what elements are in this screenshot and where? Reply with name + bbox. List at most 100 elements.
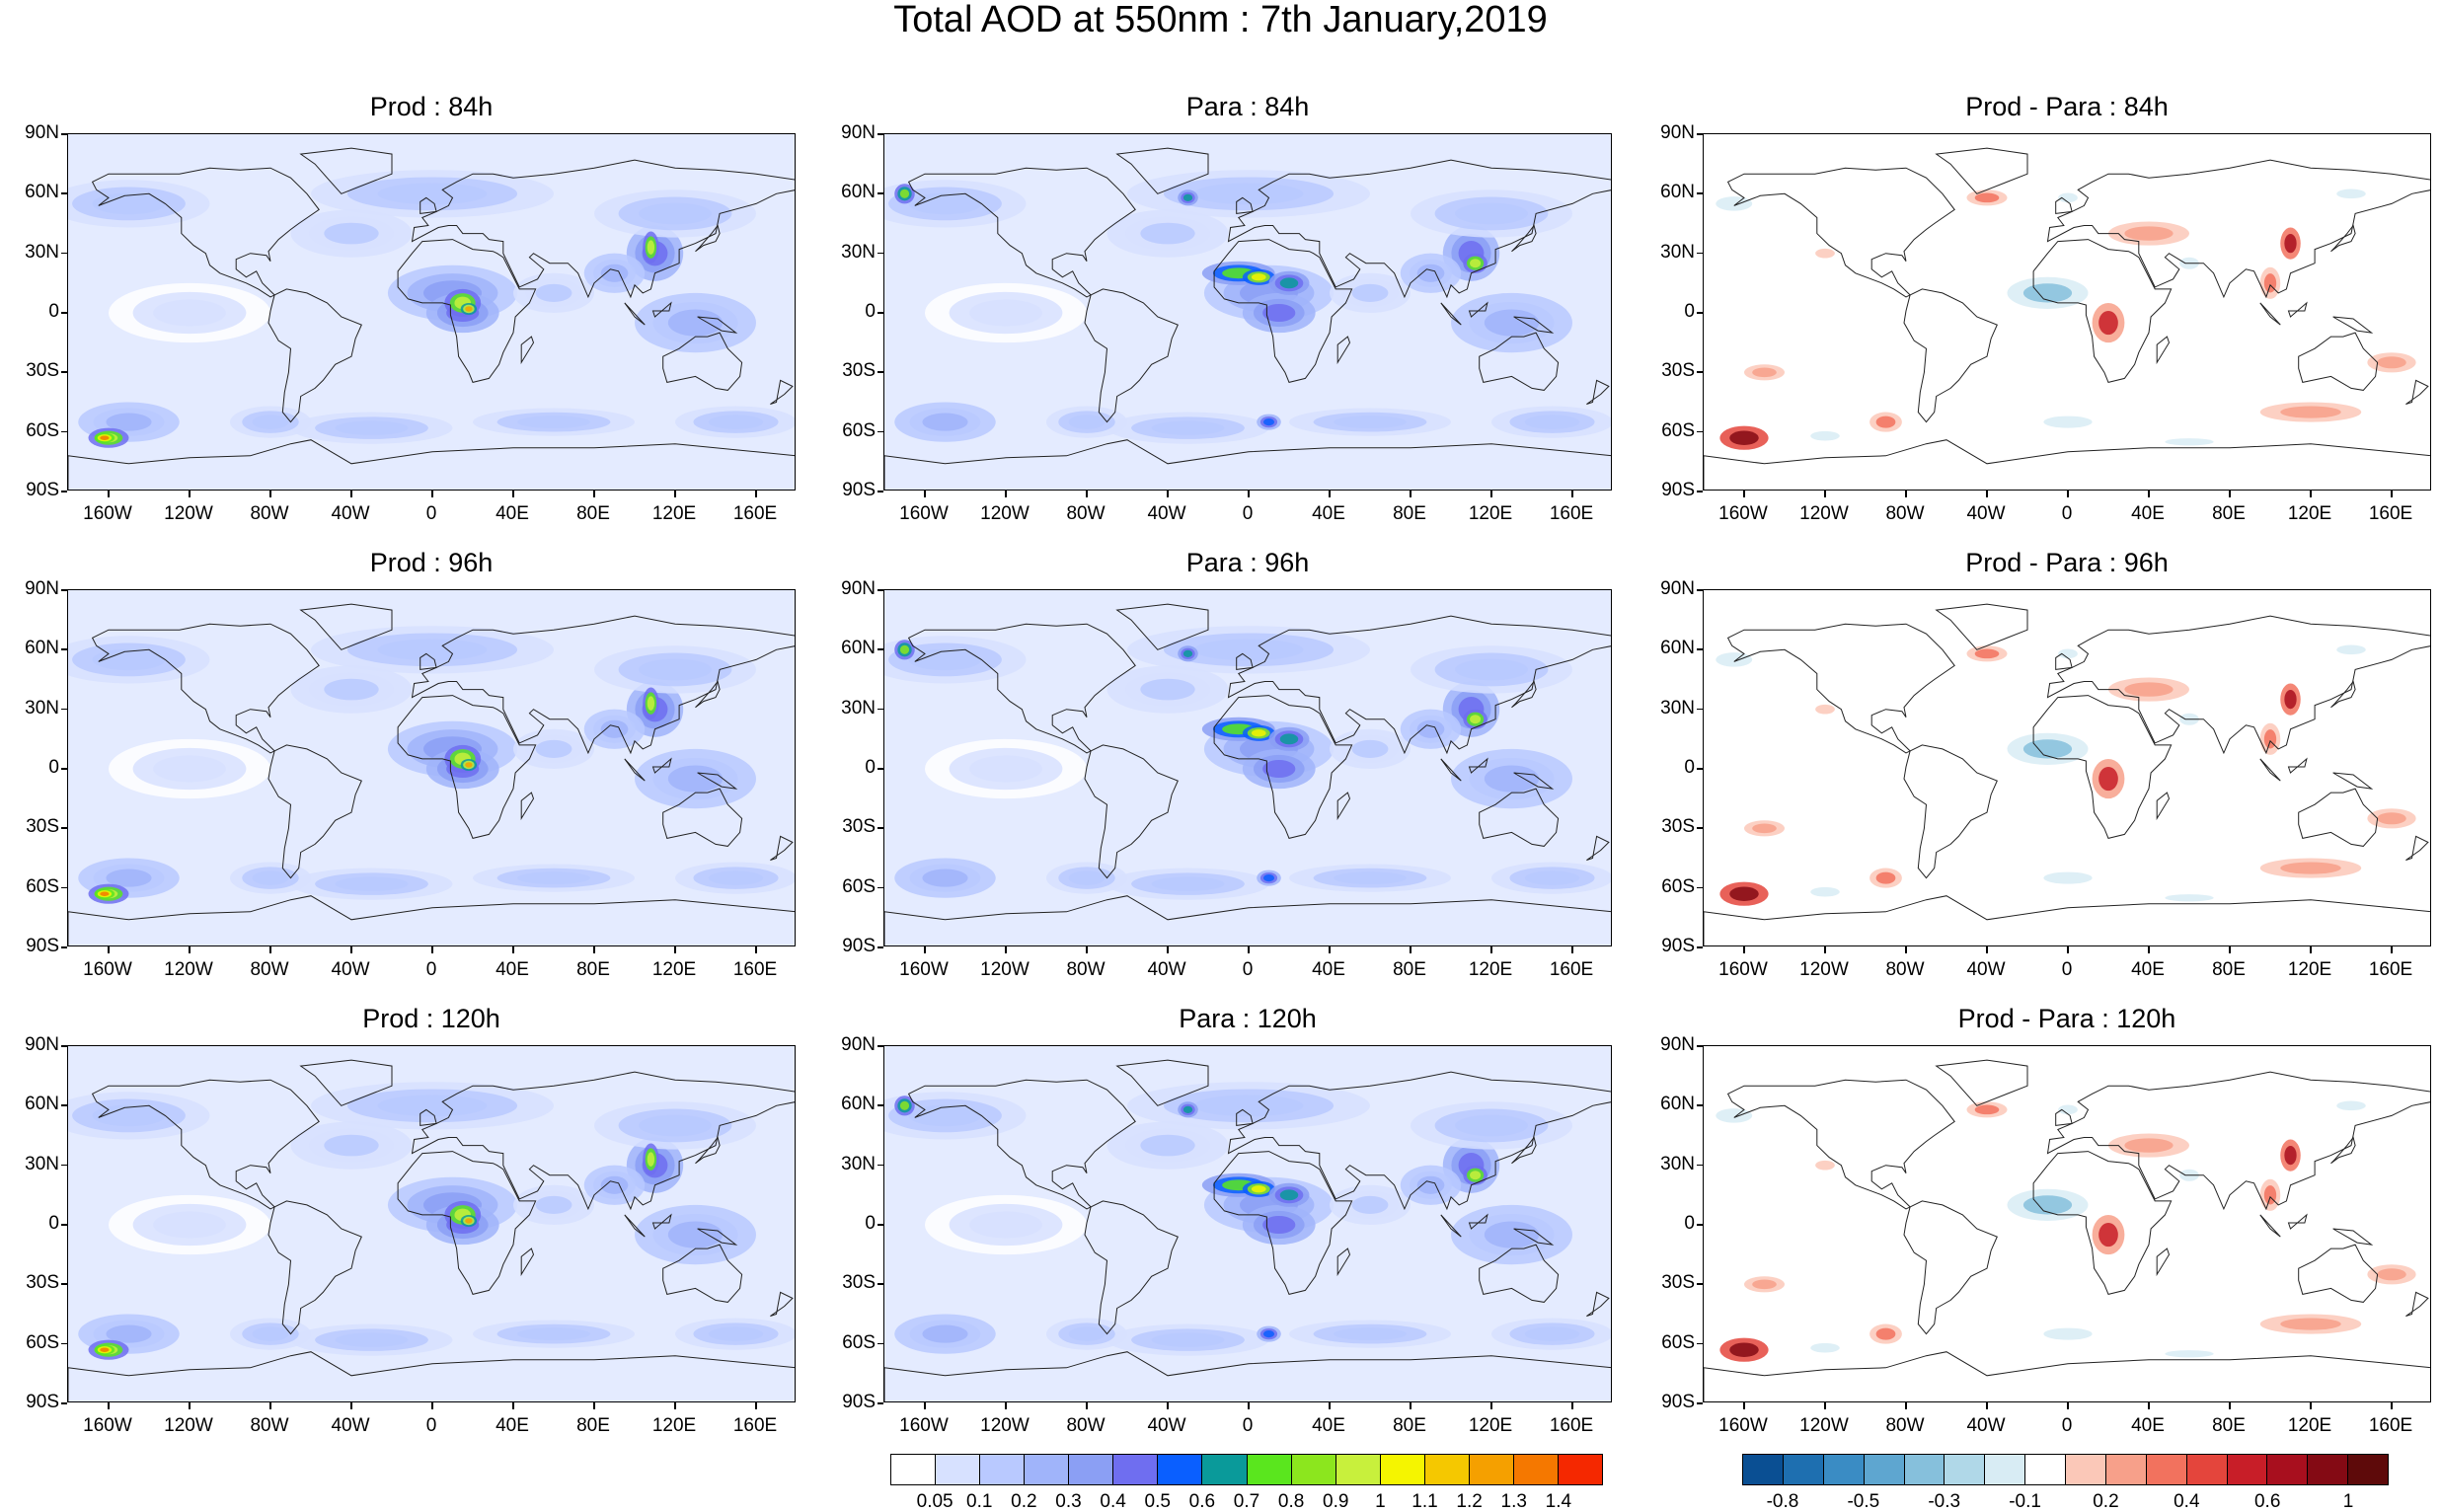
coastline (420, 1108, 437, 1126)
lon-tick-label: 40E (2131, 503, 2165, 524)
field-contour (535, 739, 572, 758)
coastline (1213, 239, 1353, 383)
aod-field (68, 170, 795, 448)
lon-tick (1005, 491, 1007, 497)
coastline (1935, 147, 2028, 194)
field-contour (2377, 356, 2406, 369)
lon-tick-label: 120W (980, 503, 1030, 524)
field-contour (1251, 1185, 1266, 1193)
lat-tick (877, 192, 883, 194)
colorbar-label: -0.1 (2009, 1491, 2041, 1512)
lon-tick (1329, 491, 1331, 497)
lon-tick-label: 120E (651, 959, 697, 980)
colorbar-label: -0.3 (1928, 1491, 1961, 1512)
coastline (1115, 1059, 1209, 1106)
lon-tick (2148, 946, 2150, 953)
lat-tick (1697, 192, 1703, 194)
field-contour (1974, 648, 2000, 659)
lon-tick-label: 160E (1549, 959, 1594, 980)
lon-tick (2310, 946, 2312, 953)
lon-tick-label: 160E (732, 503, 778, 524)
field-contour (100, 1347, 110, 1352)
lon-tick-label: 120W (980, 1415, 1030, 1436)
lon-tick-label: 80E (1393, 1415, 1426, 1436)
lat-tick-label: 60N (1660, 638, 1695, 659)
lon-tick (1743, 491, 1745, 497)
lat-tick (877, 371, 883, 373)
field-contour (1416, 1175, 1445, 1194)
field-contour (252, 415, 289, 429)
lon-tick-label: 80E (1393, 959, 1426, 980)
field-contour (1752, 1279, 1777, 1290)
coastline (1227, 1071, 1611, 1211)
coastline (1468, 757, 1488, 774)
lat-tick (61, 827, 67, 829)
lat-tick (1697, 312, 1703, 314)
coastline (695, 224, 721, 253)
field-contour (2058, 1104, 2078, 1115)
field-contour (2280, 862, 2341, 874)
lon-tick (1167, 946, 1169, 953)
lon-tick (674, 491, 676, 497)
lon-tick (108, 1402, 110, 1409)
lon-tick (2067, 946, 2069, 953)
panel-title: Prod - Para : 120h (1957, 1004, 2176, 1033)
lon-tick-label: 80W (250, 1415, 289, 1436)
lon-tick (350, 946, 352, 953)
panel-para-120h: Para : 120h 90N 60N 30N 0 30S 60S 90S 160W 120W 8… (841, 1004, 1612, 1436)
lon-tick-label: 80W (1066, 1415, 1106, 1436)
field-contour (335, 876, 409, 891)
lat-tick-label: 60S (842, 419, 876, 441)
lon-tick-label: 160E (732, 1415, 778, 1436)
colorbar-swatch (1864, 1455, 1905, 1484)
coastline (1336, 792, 1351, 821)
lat-tick-label: 30S (842, 1272, 876, 1294)
lat-tick-label: 30N (841, 241, 876, 263)
coastline (2298, 1244, 2379, 1303)
field-contour (899, 644, 910, 654)
coastline (2287, 301, 2308, 318)
field-contour (324, 678, 379, 701)
field-contour (1351, 739, 1389, 758)
lat-tick-label: 60N (25, 638, 59, 659)
lon-tick (2229, 1402, 2231, 1409)
coastline (267, 288, 362, 423)
lat-tick (1697, 1283, 1703, 1285)
field-contour (153, 755, 226, 783)
coastline (884, 895, 1611, 945)
coastline (299, 147, 393, 194)
lat-tick-label: 60N (1660, 182, 1695, 203)
colorbar-swatch (1158, 1455, 1203, 1484)
lat-tick-label: 30S (842, 816, 876, 838)
lon-tick-label: 40E (1312, 959, 1345, 980)
field-contour (639, 1114, 712, 1137)
coastline (1586, 835, 1610, 861)
coastline (884, 439, 1611, 490)
coastline (2046, 615, 2430, 755)
lon-tick (1490, 491, 1492, 497)
field-contour (1251, 273, 1266, 281)
field-contour (2022, 739, 2073, 759)
lat-tick-label: 90N (25, 122, 59, 143)
panel-diff-120h: Prod - Para : 120h 90N 60N 30N 0 30S 60S 90S 16… (1660, 1004, 2431, 1436)
coastline (2332, 1228, 2374, 1246)
lon-tick (924, 946, 926, 953)
field-contour (969, 299, 1042, 327)
lon-tick-label: 120E (2287, 959, 2332, 980)
coastline (662, 332, 743, 391)
lon-tick (269, 1402, 271, 1409)
field-contour (1279, 277, 1299, 289)
field-contour (1524, 1326, 1580, 1341)
lat-tick (877, 1104, 883, 1106)
aod-field (884, 1082, 1611, 1356)
colorbar-label: 0.8 (1277, 1491, 1305, 1512)
colorbar-swatch (2227, 1455, 2268, 1484)
lon-tick (431, 1402, 433, 1409)
lon-tick (1905, 491, 1907, 497)
lon-tick-label: 40W (331, 1415, 370, 1436)
field-contour (92, 1104, 166, 1127)
field-contour (1182, 1105, 1193, 1113)
lat-tick (61, 1104, 67, 1106)
field-contour (1193, 639, 1304, 661)
coastline (1513, 316, 1555, 334)
